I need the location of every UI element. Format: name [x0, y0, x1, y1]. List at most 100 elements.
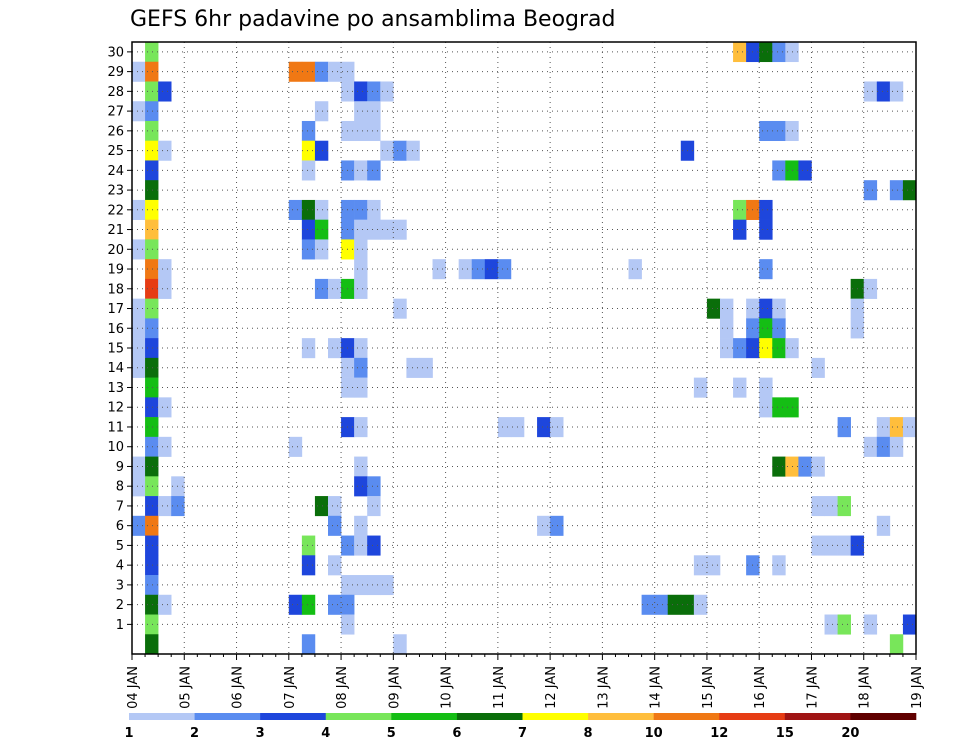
precip-cell [301, 219, 316, 240]
precip-cell [706, 298, 721, 319]
colorbar-tick-label: 12 [710, 726, 728, 741]
precip-cell [367, 219, 381, 240]
precip-cell [145, 42, 159, 63]
precip-cell [354, 535, 368, 556]
precip-cell [837, 535, 851, 556]
precip-cell [328, 61, 342, 82]
precip-cell [145, 239, 159, 260]
precip-cell [145, 120, 159, 142]
precip-cell [158, 397, 172, 418]
y-tick-label: 2 [116, 598, 124, 613]
colorbar-tick-label: 5 [387, 726, 396, 741]
precip-cell [471, 259, 486, 280]
precip-cell [328, 496, 342, 517]
precip-cell [328, 594, 342, 615]
precip-cell [301, 338, 316, 359]
precip-cell [145, 594, 159, 615]
precip-cell [132, 456, 146, 477]
precip-cell [288, 436, 303, 457]
precip-cell [759, 219, 773, 240]
precip-cell [733, 42, 747, 63]
y-tick-label: 4 [116, 559, 124, 574]
x-tick-label: 04 JAN [126, 666, 141, 709]
colorbar-segment [850, 713, 917, 720]
precip-cell [145, 456, 159, 477]
precip-cell [354, 417, 368, 438]
precip-cell [367, 575, 381, 596]
precip-cell [641, 594, 655, 615]
precip-cell [759, 397, 773, 418]
colorbar-tick-label: 15 [776, 726, 794, 741]
y-tick-label: 7 [116, 499, 124, 514]
colorbar-segment [456, 713, 523, 720]
precip-cell [772, 42, 786, 63]
precip-cell [380, 219, 394, 240]
precip-cell [772, 318, 786, 339]
precip-cell [863, 614, 878, 635]
precip-cell [328, 515, 342, 536]
precip-cell [824, 535, 838, 556]
precip-cell [301, 199, 316, 220]
precip-cell [902, 614, 917, 635]
precip-cell [876, 81, 891, 102]
precip-cell [667, 594, 682, 615]
precip-cell [328, 555, 342, 576]
precip-cell [145, 219, 159, 240]
precip-cell [380, 575, 394, 596]
precip-cell [145, 259, 159, 280]
precip-cell [132, 318, 146, 339]
precip-cell [380, 140, 394, 161]
precip-cell [759, 120, 773, 142]
precip-cell [145, 496, 159, 517]
precip-cell [354, 239, 368, 260]
y-tick-label: 5 [116, 539, 124, 554]
precip-cell [132, 239, 146, 260]
x-tick-label: 08 JAN [335, 666, 350, 709]
precip-cell [706, 555, 721, 576]
precip-cell [863, 81, 878, 102]
colorbar-tick-label: 8 [584, 726, 593, 741]
colorbar-segment [653, 713, 720, 720]
precip-cell [720, 298, 734, 319]
precip-cell [759, 377, 773, 398]
precip-cell [145, 81, 159, 102]
precip-cell [367, 160, 381, 181]
precip-cell [145, 318, 159, 339]
precip-cell [145, 199, 159, 220]
precip-cell [537, 515, 551, 536]
precip-cell [328, 338, 342, 359]
precip-cell [772, 120, 786, 142]
precip-cell [132, 101, 146, 122]
precip-cell [759, 42, 773, 63]
precip-cell [902, 417, 917, 438]
x-tick-label: 17 JAN [805, 666, 820, 709]
x-tick-label: 14 JAN [649, 666, 664, 709]
precip-cell [393, 298, 407, 319]
precip-cell [432, 259, 446, 280]
precip-cell [301, 61, 316, 82]
y-tick-label: 17 [107, 302, 124, 317]
colorbar-tick-label: 1 [124, 726, 133, 741]
precip-cell [772, 555, 786, 576]
y-tick-label: 29 [107, 65, 124, 80]
precip-cell [863, 278, 878, 299]
precip-cell [145, 180, 159, 201]
precip-cell [550, 515, 564, 536]
precip-cell [458, 259, 473, 280]
colorbar-segment [194, 713, 261, 720]
precip-cell [889, 180, 904, 201]
x-tick-label: 10 JAN [440, 666, 455, 709]
precip-cell [145, 160, 159, 181]
precip-cell [733, 377, 747, 398]
colorbar-tick-label: 3 [256, 726, 265, 741]
precip-cell [772, 397, 786, 418]
colorbar-segment [522, 713, 589, 720]
precip-cell [354, 199, 368, 220]
precip-cell [354, 101, 368, 122]
y-tick-label: 16 [107, 322, 124, 337]
x-tick-label: 18 JAN [858, 666, 873, 709]
precip-cell [628, 259, 642, 280]
y-tick-label: 8 [116, 480, 124, 495]
precip-cell [367, 101, 381, 122]
precip-cell [497, 417, 512, 438]
